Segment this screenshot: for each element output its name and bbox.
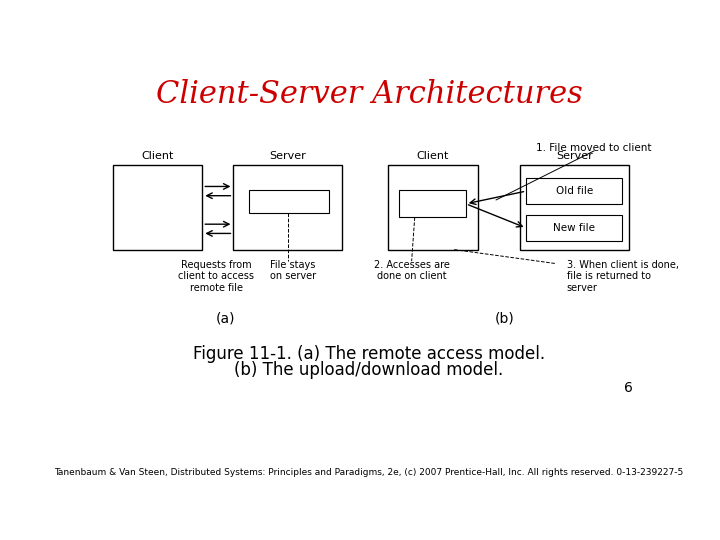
Text: 6: 6 [624,381,632,395]
Bar [249,190,329,213]
Bar [399,190,466,217]
Bar [113,165,202,249]
Text: Client: Client [142,151,174,161]
Bar [233,165,342,249]
Text: New file: New file [554,223,595,233]
Bar [520,165,629,249]
Text: Client-Server Architectures: Client-Server Architectures [156,78,582,110]
Bar [526,215,622,241]
Text: (b) The upload/download model.: (b) The upload/download model. [235,361,503,380]
Bar [388,165,477,249]
Text: (a): (a) [216,312,235,326]
Text: File stays
on server: File stays on server [270,260,316,281]
Text: Server: Server [269,151,306,161]
Text: Tanenbaum & Van Steen, Distributed Systems: Principles and Paradigms, 2e, (c) 20: Tanenbaum & Van Steen, Distributed Syste… [55,468,683,477]
Text: 3. When client is done,
file is returned to
server: 3. When client is done, file is returned… [567,260,679,293]
Text: (b): (b) [495,312,515,326]
Text: Client: Client [417,151,449,161]
Text: Server: Server [556,151,593,161]
Bar [526,178,622,204]
Text: Requests from
client to access
remote file: Requests from client to access remote fi… [179,260,254,293]
Text: Figure 11-1. (a) The remote access model.: Figure 11-1. (a) The remote access model… [193,345,545,362]
Text: Old file: Old file [556,186,593,196]
Text: 2. Accesses are
done on client: 2. Accesses are done on client [374,260,449,281]
Text: 1. File moved to client: 1. File moved to client [536,143,652,153]
